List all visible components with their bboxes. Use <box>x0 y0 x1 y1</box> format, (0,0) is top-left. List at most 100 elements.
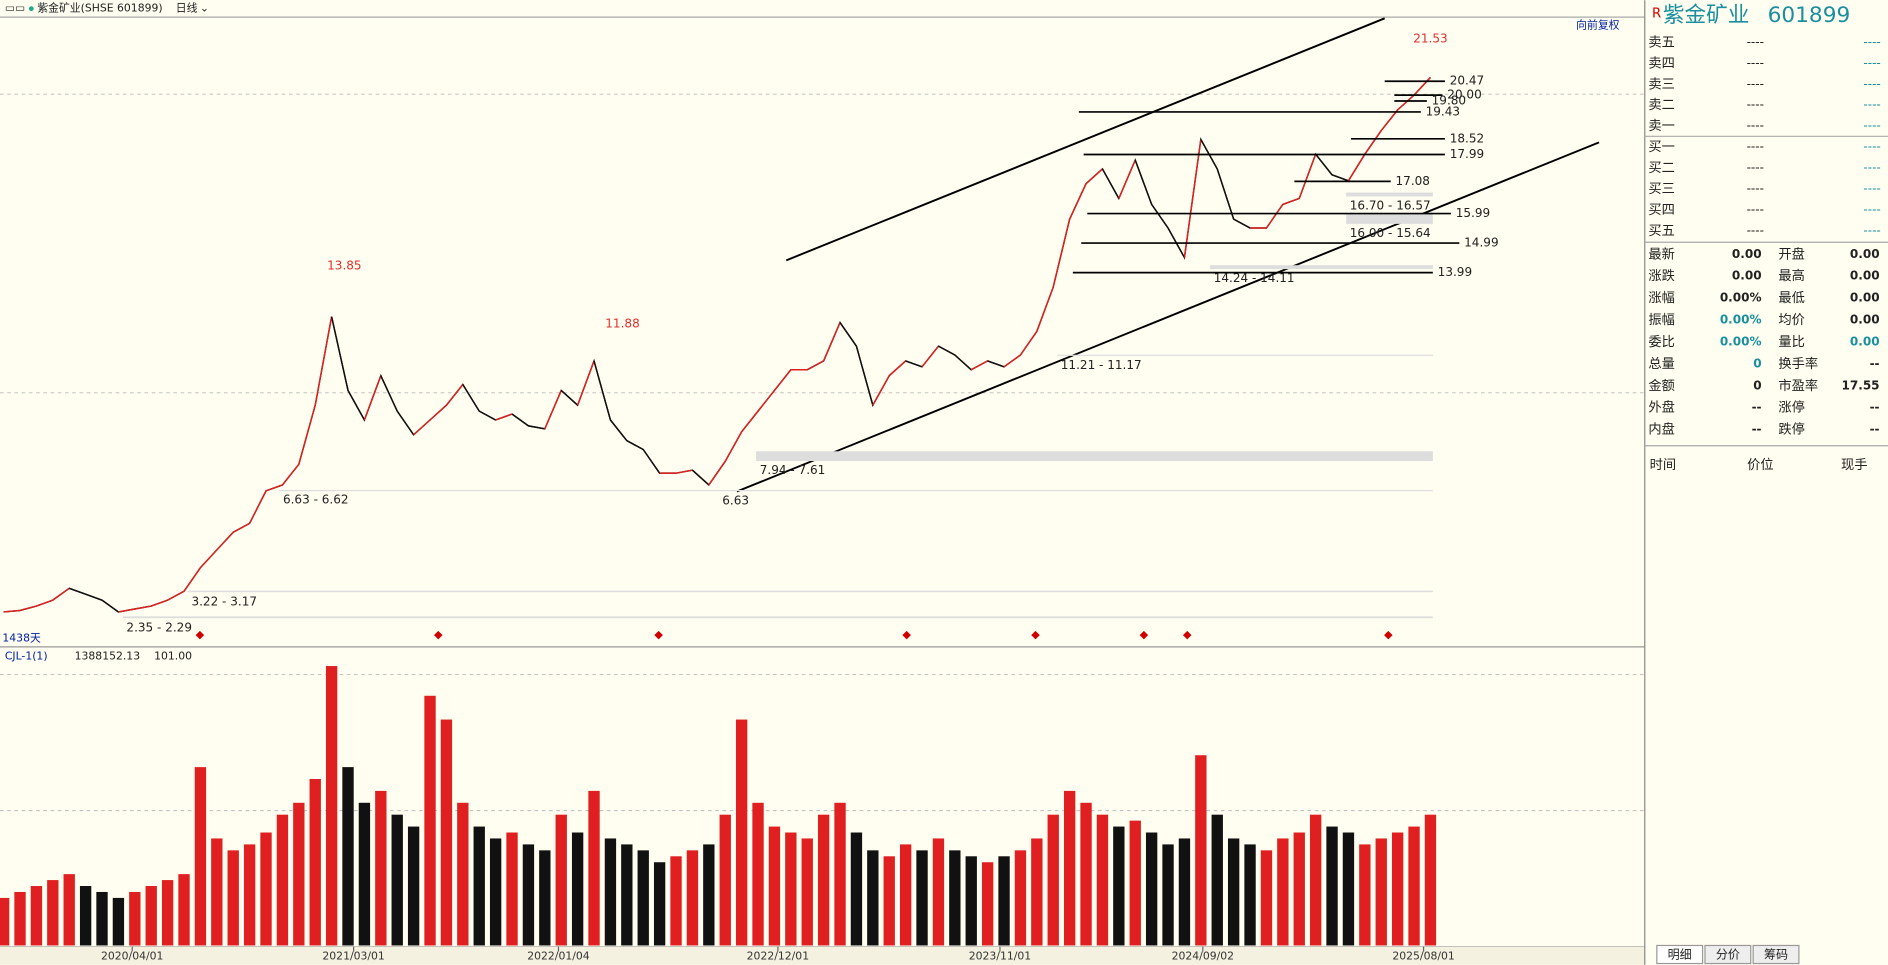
trades-header: 价位 <box>1747 457 1773 473</box>
price-segment <box>298 405 316 465</box>
volume-bar <box>1260 850 1273 946</box>
zone-label: 16.70 - 16.57 <box>1350 199 1431 213</box>
book-price: ---- <box>1747 119 1764 133</box>
price-segment <box>593 360 612 421</box>
price-segment <box>1315 153 1333 176</box>
stat-label: 开盘 <box>1778 245 1804 262</box>
price-segment <box>888 360 907 377</box>
price-segment <box>314 316 333 406</box>
book-label: 卖一 <box>1648 118 1674 134</box>
book-volume: ---- <box>1863 35 1880 49</box>
indicator-value: 101.00 <box>154 649 192 662</box>
volume-bar <box>325 666 338 946</box>
tab-label[interactable]: 分价 <box>1716 948 1740 962</box>
period-arrow[interactable]: ⌄ <box>200 2 209 15</box>
tab[interactable] <box>1656 944 1704 965</box>
price-segment <box>642 449 661 474</box>
quote-panel: 卖五 ---- ----卖四 ---- ----卖三 ---- ----卖二 ---- ----… <box>1644 34 1888 965</box>
volume-bar <box>0 897 10 946</box>
volume-bar <box>457 802 469 946</box>
price-segment <box>708 460 726 486</box>
price-segment <box>1019 330 1038 356</box>
zone-label: 14.24 - 14.11 <box>1214 271 1295 285</box>
volume-bar <box>112 897 125 946</box>
stat-label: 换手率 <box>1778 355 1818 372</box>
tab[interactable] <box>1752 944 1800 965</box>
x-tick-label: 2023/11/01 <box>969 949 1031 962</box>
volume-bar <box>998 856 1010 946</box>
level-label: 18.52 <box>1450 131 1484 145</box>
book-volume: ---- <box>1863 203 1880 217</box>
volume-bar <box>473 826 485 946</box>
price-segment <box>1380 109 1399 132</box>
volume-bar <box>1309 814 1322 946</box>
stat-label: 跌停 <box>1778 421 1804 438</box>
book-label: 卖四 <box>1648 55 1674 71</box>
book-label: 买三 <box>1648 181 1674 197</box>
volume-bar <box>1096 814 1109 946</box>
adjust-mode[interactable]: 向前复权 <box>1576 18 1619 32</box>
book-price: ---- <box>1747 223 1764 237</box>
price-segment <box>462 384 480 412</box>
volume-bar <box>965 856 977 946</box>
x-tick-label: 2021/03/01 <box>322 949 384 962</box>
tab-label[interactable]: 筹码 <box>1764 948 1788 962</box>
stat-label: 均价 <box>1778 312 1804 328</box>
price-segment <box>806 360 824 371</box>
book-label: 买一 <box>1648 139 1674 155</box>
price-segment <box>872 375 890 406</box>
window-icon: ▭▭ <box>5 2 25 15</box>
price-segment <box>380 375 398 412</box>
trades-header: 现手 <box>1841 457 1867 473</box>
volume-bar <box>768 826 781 946</box>
tab-label[interactable]: 明细 <box>1668 948 1692 962</box>
volume-bar <box>145 886 157 946</box>
stat-value: 0.00% <box>1720 291 1762 305</box>
volume-bar <box>752 802 764 946</box>
price-segment <box>1134 159 1153 205</box>
price-segment <box>36 599 54 607</box>
symbol: 紫金矿业(SHSE 601899) <box>37 1 162 15</box>
stat-label: 金额 <box>1648 378 1674 394</box>
volume-bar <box>1277 838 1289 946</box>
book-price: ---- <box>1747 35 1764 49</box>
volume-bar <box>309 779 321 946</box>
book-volume: ---- <box>1863 77 1880 91</box>
volume-bar <box>1359 844 1371 946</box>
price-segment <box>1265 203 1284 229</box>
stat-value: 0.00 <box>1850 291 1880 305</box>
price-segment <box>757 390 775 412</box>
stat-label: 最高 <box>1778 267 1804 284</box>
volume-bar <box>506 832 518 946</box>
price-segment <box>118 608 135 613</box>
volume-bar <box>1080 802 1092 946</box>
zone-label: 11.21 - 11.17 <box>1061 358 1142 372</box>
zone-label: 6.63 - 6.62 <box>283 492 349 506</box>
volume-bar <box>1145 832 1158 946</box>
x-tick-label: 2020/04/01 <box>101 949 163 962</box>
book-volume: ---- <box>1863 161 1880 175</box>
tab[interactable] <box>1704 944 1752 965</box>
zone-label: 7.94 - 7.61 <box>760 463 826 477</box>
volume-bar <box>96 891 108 946</box>
zone-label: 16.00 - 15.64 <box>1350 226 1431 240</box>
book-label: 卖三 <box>1648 76 1674 92</box>
volume-bar <box>194 767 207 946</box>
volume-bar <box>227 850 239 946</box>
stat-label: 涨跌 <box>1648 268 1674 284</box>
indicator-name[interactable]: CJL-1(1) <box>5 649 48 662</box>
book-volume: ---- <box>1863 140 1880 154</box>
stat-label: 外盘 <box>1648 399 1674 416</box>
period[interactable]: 日线 <box>176 1 198 15</box>
price-segment <box>330 316 349 391</box>
zone-band <box>122 616 1433 619</box>
volume-bar <box>932 838 945 946</box>
price-segment <box>1068 183 1087 220</box>
price-segment <box>248 490 267 524</box>
book-price: ---- <box>1747 77 1764 91</box>
stock-code: 601899 <box>1768 3 1851 28</box>
stat-value: -- <box>1870 422 1880 436</box>
price-segment <box>1085 168 1103 185</box>
price-segment <box>773 369 792 391</box>
